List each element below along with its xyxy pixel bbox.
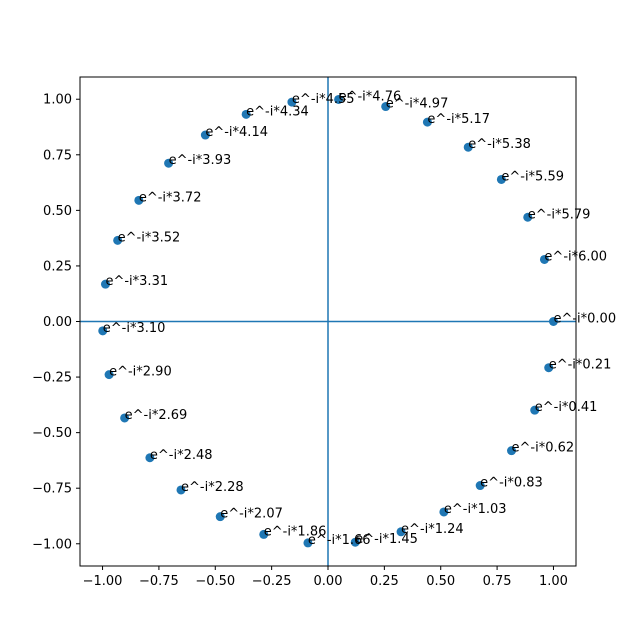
point-label: e^-i*3.52	[118, 230, 181, 245]
data-point	[334, 94, 344, 104]
point-label: e^-i*5.79	[528, 207, 591, 222]
x-tick-label: −1.00	[83, 574, 123, 589]
reference-lines	[80, 77, 576, 566]
y-tick-label: 0.75	[43, 148, 72, 163]
data-point	[463, 142, 473, 152]
point-label: e^-i*5.38	[468, 137, 531, 152]
data-point	[496, 174, 506, 184]
point-label: e^-i*2.69	[125, 408, 188, 423]
point-label: e^-i*1.03	[444, 502, 507, 517]
point-label: e^-i*0.00	[553, 312, 616, 327]
point-label: e^-i*0.21	[549, 358, 612, 373]
point-label: e^-i*2.48	[150, 448, 213, 463]
x-tick-label: 0.00	[314, 574, 343, 589]
point-label: e^-i*3.93	[169, 153, 232, 168]
point-label: e^-i*5.59	[501, 169, 564, 184]
data-point	[200, 130, 210, 140]
data-point	[164, 158, 174, 168]
point-label: e^-i*4.97	[386, 97, 449, 112]
data-point	[98, 326, 108, 336]
data-point	[120, 413, 130, 423]
data-point	[396, 527, 406, 537]
x-tick-label: 0.50	[426, 574, 455, 589]
data-point	[507, 446, 517, 456]
data-point	[544, 363, 554, 373]
data-point	[439, 507, 449, 517]
point-label: e^-i*2.90	[109, 365, 172, 380]
x-axis: −1.00 −0.75 −0.50 −0.25 0.00 0.25 0.50 0.75 1.00	[83, 566, 568, 589]
y-tick-label: −1.00	[32, 537, 72, 552]
data-point	[523, 212, 533, 222]
point-label: e^-i*1.24	[401, 522, 464, 537]
point-label: e^-i*3.72	[139, 190, 202, 205]
y-tick-label: −0.75	[32, 482, 72, 497]
data-point	[303, 538, 313, 548]
x-tick-label: 0.75	[483, 574, 512, 589]
point-label: e^-i*1.45	[355, 532, 418, 547]
x-tick-label: 0.25	[370, 574, 399, 589]
data-point	[539, 254, 549, 264]
x-tick-label: −0.75	[139, 574, 179, 589]
x-tick-label: −0.50	[195, 574, 235, 589]
data-point	[259, 529, 269, 539]
point-label: e^-i*3.10	[103, 321, 166, 336]
point-label: e^-i*0.41	[535, 400, 598, 415]
point-label: e^-i*5.17	[427, 112, 490, 127]
x-tick-label: 1.00	[539, 574, 568, 589]
data-point	[530, 405, 540, 415]
point-label: e^-i*4.55	[292, 92, 355, 107]
data-point	[287, 97, 297, 107]
point-label: e^-i*4.14	[205, 125, 268, 140]
data-point	[104, 370, 114, 380]
y-tick-label: 0.25	[43, 259, 72, 274]
point-label: e^-i*2.28	[181, 480, 244, 495]
y-tick-label: 0.00	[43, 315, 72, 330]
point-label: e^-i*4.34	[246, 104, 309, 119]
data-point	[475, 481, 485, 491]
data-point	[350, 537, 360, 547]
point-labels: e^-i*0.00 e^-i*0.21 e^-i*0.41 e^-i*0.62 e^-i…	[103, 89, 616, 547]
data-point	[422, 117, 432, 127]
data-point	[113, 235, 123, 245]
axes-frame	[79, 76, 577, 567]
point-label: e^-i*1.86	[264, 524, 327, 539]
point-label: e^-i*0.62	[512, 441, 575, 456]
point-label: e^-i*3.31	[105, 274, 168, 289]
y-axis: −1.00 −0.75 −0.50 −0.25 0.00 0.25 0.50 0.75 1.00	[32, 93, 80, 552]
data-point	[134, 195, 144, 205]
point-label: e^-i*1.66	[308, 533, 371, 548]
y-tick-label: −0.50	[32, 426, 72, 441]
point-label: e^-i*4.76	[339, 89, 402, 104]
data-point	[145, 453, 155, 463]
data-point	[215, 512, 225, 522]
data-point	[381, 102, 391, 112]
y-tick-label: 0.50	[43, 204, 72, 219]
data-points	[98, 94, 558, 548]
y-tick-label: 1.00	[43, 93, 72, 108]
x-tick-label: −0.25	[252, 574, 292, 589]
y-tick-label: −0.25	[32, 371, 72, 386]
point-label: e^-i*0.83	[480, 476, 543, 491]
data-point	[241, 109, 251, 119]
data-point	[100, 279, 110, 289]
point-label: e^-i*2.07	[220, 507, 283, 522]
data-point	[176, 485, 186, 495]
data-point	[548, 317, 558, 326]
